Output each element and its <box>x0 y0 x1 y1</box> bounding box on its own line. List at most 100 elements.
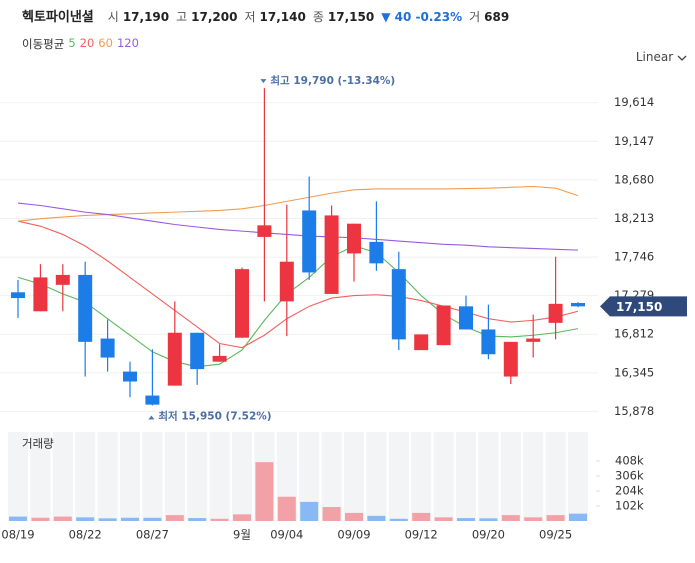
x-tick-label: 9월 <box>233 528 251 542</box>
x-tick-label: 09/09 <box>337 528 370 542</box>
volume-column-bg <box>568 432 588 521</box>
volume-column-bg <box>164 432 185 521</box>
volume-column-bg <box>75 432 96 521</box>
volume-tick-label: 306k <box>615 468 644 482</box>
y-tick-label: 15,878 <box>614 404 654 418</box>
candle-body <box>347 223 361 254</box>
volume-bar <box>479 518 498 521</box>
volume-column-bg <box>254 432 275 521</box>
volume-bar <box>31 517 50 521</box>
quote-label: 거 <box>469 10 481 24</box>
volume-column-bg <box>500 432 521 521</box>
quote-header: 헥토파이낸셜 시 17,190 고 17,200 저 17,140 종 17,150 ▼ 40 -… <box>22 6 512 25</box>
chevron <box>677 55 687 61</box>
volume-bar <box>546 515 565 521</box>
volume-bar <box>143 517 162 521</box>
volume-column-bg <box>433 432 454 521</box>
x-tick-label: 09/12 <box>405 528 438 542</box>
volume-column-bg <box>411 432 432 521</box>
candle-body <box>526 338 541 342</box>
volume-column-bg <box>478 432 499 521</box>
volume-bar <box>412 512 431 521</box>
volume-bar <box>233 514 251 521</box>
volume-tick-label: 408k <box>615 453 644 467</box>
candle-body <box>436 305 451 346</box>
moving-average <box>17 245 579 368</box>
y-tick-label: 19,614 <box>614 95 654 109</box>
moving-average <box>17 185 579 222</box>
volume-tick-label: 204k <box>615 483 644 497</box>
candle-body <box>414 334 429 351</box>
stock-name: 헥토파이낸셜 <box>22 10 94 25</box>
high-annotation: 최고 19,790 (-13.34%) <box>270 74 395 87</box>
volume-bar <box>121 517 139 521</box>
scale-mode[interactable]: Linear <box>635 50 674 64</box>
x-tick-label: 09/20 <box>472 528 505 542</box>
low-marker <box>148 415 155 420</box>
candle-body <box>11 292 25 299</box>
low-annotation: 최저 15,950 (7.52%) <box>158 409 271 422</box>
candle-body <box>459 306 473 330</box>
volume-column-bg <box>187 432 208 521</box>
volume-bar <box>53 516 72 521</box>
volume-column-bg <box>321 432 342 521</box>
volume-bar <box>300 501 319 521</box>
volume-bar <box>9 516 27 521</box>
quote-label: 시 <box>107 10 119 24</box>
legend-entry: 120 <box>116 36 139 50</box>
candle-body <box>571 303 585 307</box>
price-change: ▼ 40 -0.23% <box>381 10 463 24</box>
volume-column-bg <box>142 432 163 521</box>
volume-tick-label: 102k <box>615 498 644 512</box>
volume-column-bg <box>276 432 297 521</box>
volume-bar <box>210 518 229 521</box>
volume-bar <box>76 517 95 521</box>
scale-select[interactable]: Linear <box>636 50 687 64</box>
moving-average <box>17 220 579 349</box>
y-tick-label: 17,746 <box>614 250 654 264</box>
quote-label: 종 <box>312 10 324 24</box>
volume-column-bg <box>232 432 252 521</box>
quote-value: 17,150 <box>327 10 375 24</box>
volume-bar <box>98 518 117 521</box>
quote-value: 689 <box>484 10 510 24</box>
moving-average <box>17 202 579 251</box>
candle-body <box>302 210 317 273</box>
high-marker <box>260 79 267 84</box>
y-tick-label: 18,213 <box>614 211 654 225</box>
volume-column-bg <box>8 432 28 521</box>
legend-title: 이동평균 <box>22 37 65 51</box>
candle-body <box>279 261 294 302</box>
volume-bar <box>569 513 587 521</box>
y-tick-label: 17,279 <box>614 288 654 302</box>
volume-bar <box>188 518 207 521</box>
x-tick-label: 08/27 <box>136 528 169 542</box>
x-tick-label: 08/22 <box>69 528 102 542</box>
candle-body <box>190 332 205 370</box>
volume-title: 거래량 <box>22 437 54 451</box>
x-tick-label: 09/04 <box>270 528 303 542</box>
candle-body <box>391 269 406 340</box>
candle-body <box>548 303 563 323</box>
volume-column-bg <box>388 432 409 521</box>
ma-legend: 이동평균 5 20 60 120 <box>22 36 139 52</box>
candle-body <box>100 338 115 358</box>
volume-bar <box>277 496 296 521</box>
volume-column-bg <box>209 432 230 521</box>
last-price-label: 17,150 <box>616 300 662 314</box>
volume-bar <box>165 515 184 521</box>
volume-bar <box>345 512 363 521</box>
volume-column-bg <box>299 432 320 521</box>
volume-bar <box>434 517 453 521</box>
quote-label: 고 <box>176 10 188 24</box>
y-tick-label: 19,147 <box>614 134 654 148</box>
candle-body <box>212 355 227 362</box>
candle-body <box>503 341 518 377</box>
volume-bar <box>367 515 386 521</box>
candle-body <box>145 395 160 405</box>
y-tick-label: 16,812 <box>614 327 654 341</box>
candle-body <box>235 269 249 338</box>
volume-bar <box>501 515 520 521</box>
